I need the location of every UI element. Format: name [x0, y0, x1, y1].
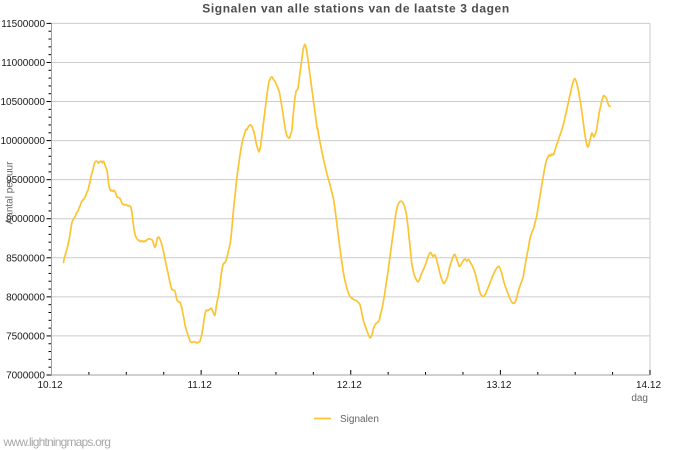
svg-text:11000000: 11000000 [1, 58, 45, 69]
svg-text:Aantal per uur: Aantal per uur [5, 161, 16, 224]
svg-text:10000000: 10000000 [1, 136, 46, 147]
svg-text:dag: dag [631, 393, 648, 404]
svg-text:7000000: 7000000 [6, 371, 45, 382]
svg-text:11500000: 11500000 [1, 19, 45, 30]
svg-text:Signalen van alle stations van: Signalen van alle stations van de laatst… [202, 2, 510, 16]
svg-text:8000000: 8000000 [6, 292, 45, 303]
svg-text:11.12: 11.12 [187, 380, 212, 391]
svg-text:12.12: 12.12 [337, 380, 362, 391]
svg-text:www.lightningmaps.org: www.lightningmaps.org [3, 435, 111, 449]
svg-text:9500000: 9500000 [6, 175, 45, 186]
svg-text:14.12: 14.12 [636, 380, 661, 391]
svg-text:Signalen: Signalen [340, 414, 379, 425]
svg-text:13.12: 13.12 [486, 380, 511, 391]
svg-text:7500000: 7500000 [6, 331, 45, 342]
svg-text:8500000: 8500000 [6, 253, 45, 264]
svg-text:10500000: 10500000 [1, 97, 46, 108]
svg-text:10.12: 10.12 [37, 380, 62, 391]
svg-text:9000000: 9000000 [6, 214, 45, 225]
